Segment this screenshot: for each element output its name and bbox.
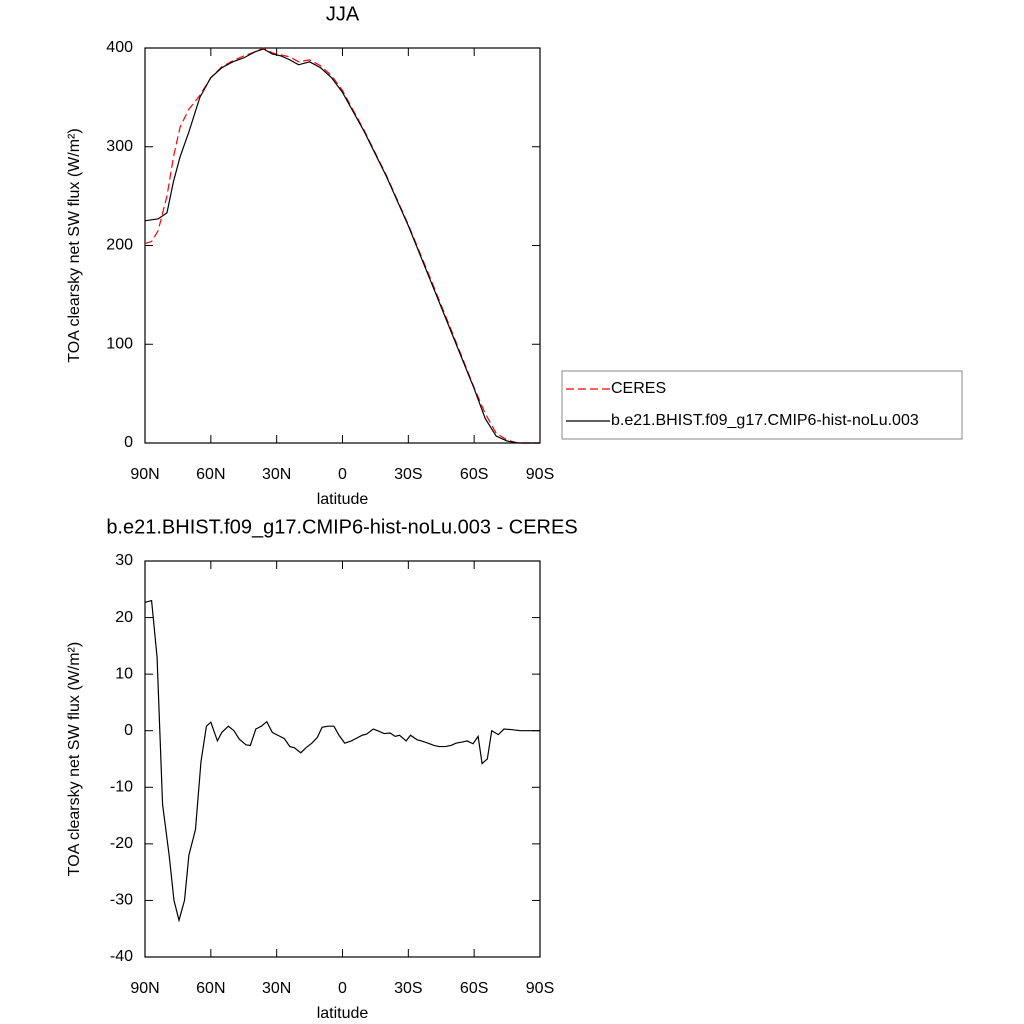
- chart-title: b.e21.BHIST.f09_g17.CMIP6-hist-noLu.003 …: [106, 516, 577, 538]
- x-axis-label: latitude: [317, 491, 369, 508]
- y-axis-label: TOA clearsky net SW flux (W/m²): [66, 128, 83, 362]
- x-tick-label: 0: [338, 466, 347, 483]
- x-axis-label: latitude: [317, 1005, 369, 1022]
- x-tick-label: 90N: [130, 466, 159, 483]
- x-tick-label: 30S: [394, 980, 422, 997]
- y-tick-label: 0: [124, 722, 133, 739]
- y-tick-label: 0: [124, 434, 133, 451]
- y-tick-label: -10: [110, 779, 133, 796]
- data-line: [144, 47, 540, 444]
- x-tick-label: 60N: [196, 980, 225, 997]
- legend-label: CERES: [611, 380, 666, 397]
- x-tick-label: 60N: [196, 466, 225, 483]
- y-axis-label: TOA clearsky net SW flux (W/m²): [66, 642, 83, 876]
- y-tick-label: 400: [106, 39, 133, 56]
- x-tick-label: 0: [338, 980, 347, 997]
- y-tick-label: 100: [106, 335, 133, 352]
- x-tick-label: 60S: [460, 466, 488, 483]
- y-tick-label: -40: [110, 948, 133, 965]
- x-tick-label: 90S: [526, 466, 554, 483]
- data-line: [144, 599, 540, 923]
- y-tick-label: -30: [110, 892, 133, 909]
- x-tick-label: 30S: [394, 466, 422, 483]
- legend: CERES b.e21.BHIST.f09_g17.CMIP6-hist-noLu…: [561, 370, 963, 440]
- y-tick-label: 300: [106, 138, 133, 155]
- x-tick-label: 30N: [262, 980, 291, 997]
- y-tick-label: 20: [115, 609, 133, 626]
- x-tick-label: 30N: [262, 466, 291, 483]
- legend-label: b.e21.BHIST.f09_g17.CMIP6-hist-noLu.003: [611, 412, 919, 429]
- y-tick-label: 200: [106, 237, 133, 254]
- y-tick-label: -20: [110, 835, 133, 852]
- x-tick-label: 90N: [130, 980, 159, 997]
- x-tick-label: 90S: [526, 980, 554, 997]
- plot-frame: [144, 47, 541, 444]
- chart-title: JJA: [326, 3, 360, 25]
- data-line: [144, 48, 540, 444]
- legend-box: [561, 370, 963, 440]
- x-tick-label: 60S: [460, 980, 488, 997]
- plot-frame: [144, 560, 541, 958]
- y-tick-label: 10: [115, 665, 133, 682]
- y-tick-label: 30: [115, 552, 133, 569]
